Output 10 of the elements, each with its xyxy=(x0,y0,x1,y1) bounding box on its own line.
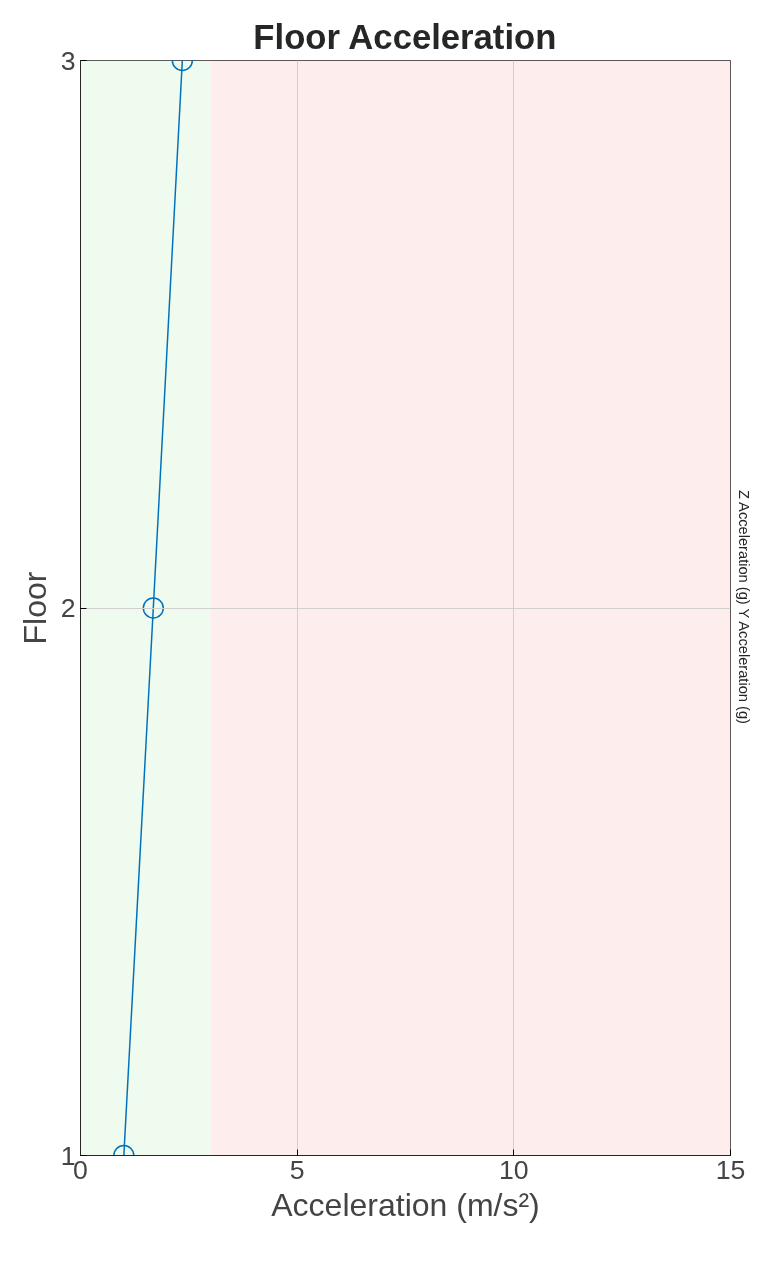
x-tick-label: 10 xyxy=(499,1154,529,1185)
y-tick-label: 3 xyxy=(60,45,76,76)
y-tick-label: 2 xyxy=(60,593,76,623)
text: Z Acceleration (g) Y Acceleration (g) xyxy=(735,489,752,724)
chart-title: Floor Acceleration xyxy=(253,17,557,56)
x-axis-title: Acceleration (m/s²) xyxy=(271,1186,540,1223)
y-axis-title: Floor xyxy=(16,571,53,645)
x-tick-label: 0 xyxy=(73,1154,88,1185)
x-tick-label: 5 xyxy=(289,1154,305,1185)
x-tick-label: 15 xyxy=(715,1154,746,1185)
